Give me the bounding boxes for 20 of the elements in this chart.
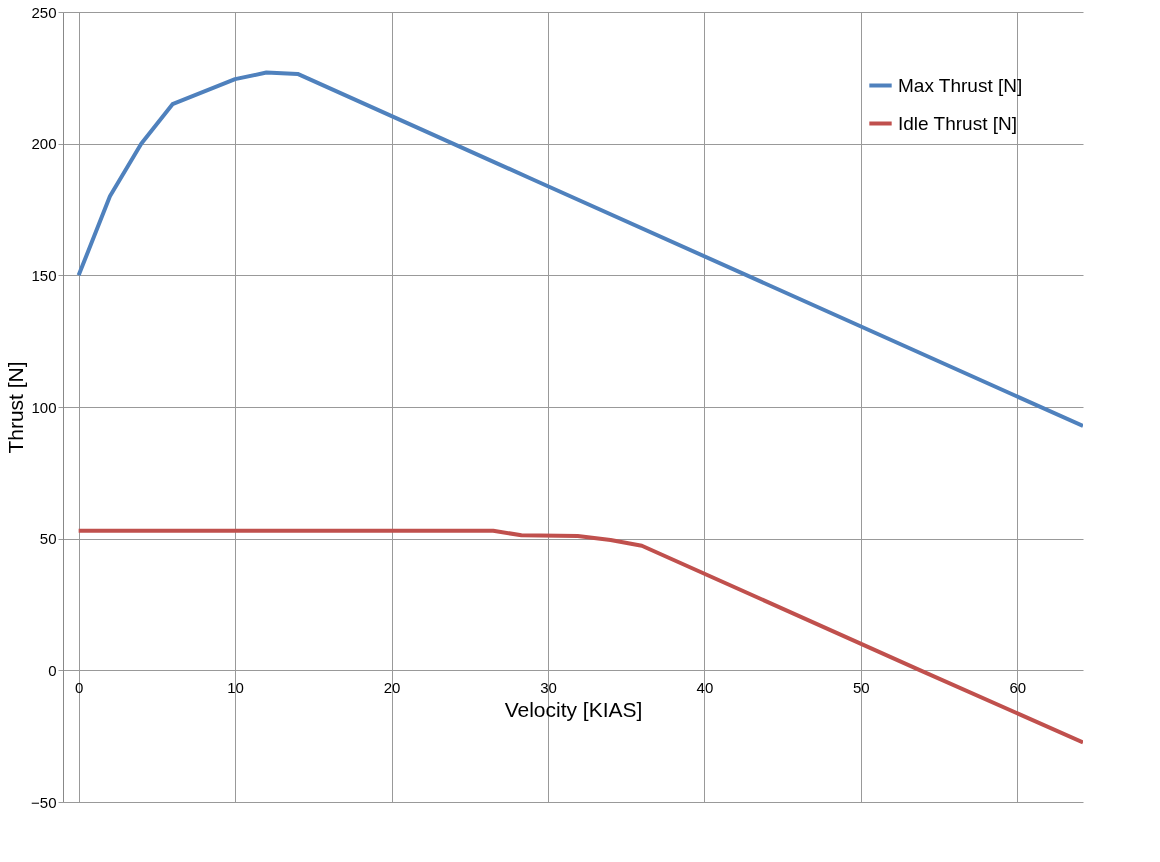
- y-tick-label: −50: [31, 793, 57, 811]
- y-tick-label: 250: [31, 3, 57, 21]
- x-tick-label: 50: [853, 678, 870, 696]
- line-series: [76, 528, 1083, 745]
- y-tick-label: 100: [31, 398, 57, 416]
- x-tick-label: 60: [1009, 678, 1027, 696]
- y-tick-label: 150: [31, 266, 57, 284]
- y-axis-title: Thrust [N]: [4, 361, 28, 454]
- legend-label: Max Thrust [N]: [898, 74, 1023, 96]
- x-axis-title: Velocity [KIAS]: [504, 697, 643, 721]
- line-series: [76, 70, 1083, 428]
- x-tick-label: 30: [540, 678, 557, 696]
- y-tick-label: 0: [48, 661, 57, 679]
- x-tick-label: 10: [227, 678, 244, 696]
- y-tick-label: 50: [39, 530, 57, 548]
- x-tick-label: 40: [696, 678, 714, 696]
- x-tick-label: 0: [74, 678, 84, 696]
- legend-label: Idle Thrust [N]: [898, 112, 1017, 134]
- x-tick-label: 20: [383, 678, 401, 696]
- y-tick-label: 200: [31, 135, 57, 153]
